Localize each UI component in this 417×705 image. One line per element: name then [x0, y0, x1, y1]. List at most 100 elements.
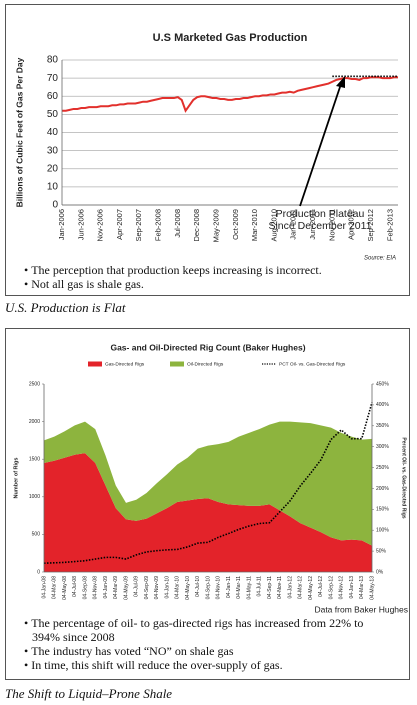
y-tick-label: 1500 [29, 457, 40, 463]
x-tick-label: Sep-2012 [366, 209, 375, 242]
x-tick-label: Aug-2010 [269, 209, 278, 242]
legend-label: Gas-Directed Rigs [105, 361, 145, 367]
y-tick-label: 0 [37, 569, 40, 575]
x-tick-label: 04-Nov-12 [339, 576, 345, 600]
x-tick-label: May-2009 [211, 209, 220, 242]
x-tick-label: 04-Nov-08 [93, 576, 99, 600]
y2-axis-title: Percent Oil- vs. Gas-Directed Rigs [401, 437, 407, 518]
y-tick-label: 80 [47, 55, 59, 66]
annotation: Since December 2011 [268, 220, 371, 232]
x-tick-label: 04-Jan-13 [349, 576, 355, 599]
y2-tick-label: 250% [376, 465, 389, 471]
y-tick-label: 60 [47, 91, 59, 102]
y2-tick-label: 300% [376, 444, 389, 450]
caption: U.S. Production is Flat [5, 300, 126, 315]
x-tick-label: 04-Sep-10 [205, 576, 211, 600]
y-tick-label: 70 [47, 73, 59, 84]
x-tick-label: 04-Mar-10 [175, 576, 181, 599]
x-tick-label: 04-Mar-09 [113, 576, 119, 599]
arrow-head [336, 76, 345, 88]
y-axis-title: Billions of Cubic Feet of Gas Per Day [14, 57, 24, 207]
note: Data from Baker Hughes [314, 604, 408, 614]
bullet-list: The perception that production keeps inc… [22, 263, 402, 291]
x-tick-label: 04-Jul-08 [72, 576, 78, 597]
bullet-list: The percentage of oil- to gas-directed r… [22, 616, 382, 672]
figure-frame [5, 4, 410, 296]
x-tick-label: Jan-2011 [289, 209, 298, 240]
x-tick-label: 04-Jan-10 [164, 576, 170, 599]
x-tick-label: Jun-2006 [76, 209, 85, 240]
x-tick-label: 04-May-12 [308, 576, 314, 600]
y2-tick-label: 100% [376, 528, 389, 534]
x-tick-label: Sep-2007 [134, 209, 143, 242]
x-tick-label: Apr-2007 [115, 209, 124, 240]
x-tick-label: 04-Mar-11 [236, 576, 242, 599]
annotation: Production Plateau [276, 208, 365, 220]
x-tick-label: 04-Jan-11 [226, 576, 232, 598]
bullet: The industry has voted “NO” on shale gas [22, 644, 382, 658]
y2-tick-label: 350% [376, 423, 389, 429]
y2-tick-label: 150% [376, 507, 389, 513]
y-tick-label: 500 [32, 532, 41, 538]
y-tick-label: 2000 [29, 419, 40, 425]
y2-tick-label: 450% [376, 381, 389, 387]
figure-frame [5, 328, 410, 680]
y2-tick-label: 0% [376, 569, 384, 575]
x-tick-label: 04-Jul-11 [257, 576, 263, 597]
x-tick-label: 04-Nov-11 [277, 576, 283, 599]
stacked-area [44, 421, 372, 546]
x-tick-label: 04-Jan-08 [41, 576, 47, 599]
x-tick-label: 04-Jul-10 [195, 576, 201, 597]
x-tick-label: 04-Jan-12 [287, 576, 293, 599]
y-tick-label: 0 [52, 200, 58, 211]
x-tick-label: 04-May-13 [369, 576, 375, 600]
stacked-area [44, 453, 372, 572]
x-tick-label: 04-Mar-12 [298, 576, 304, 599]
bullet: Not all gas is shale gas. [22, 277, 402, 291]
y2-tick-label: 50% [376, 548, 387, 554]
y-tick-label: 40 [47, 127, 59, 138]
x-tick-label: 04-Mar-08 [52, 576, 58, 599]
x-tick-label: 04-Sep-09 [144, 576, 150, 600]
x-tick-label: 04-May-08 [62, 576, 68, 600]
x-tick-label: Nov-2011 [327, 209, 336, 241]
x-tick-label: Jun-2011 [308, 209, 317, 240]
x-tick-label: 04-Jan-09 [103, 576, 109, 599]
legend-swatch [170, 361, 184, 367]
x-tick-label: 04-Jul-12 [318, 576, 324, 597]
y-tick-label: 1000 [29, 494, 40, 500]
bullet: The percentage of oil- to gas-directed r… [22, 616, 382, 644]
x-tick-label: Feb-2013 [385, 209, 394, 241]
legend-label: Oil-Directed Rigs [187, 361, 224, 367]
data-line [43, 402, 373, 565]
x-tick-label: 04-Nov-10 [216, 576, 222, 600]
y-axis-title: Number of Rigs [13, 458, 19, 499]
x-tick-label: 04-Mar-13 [359, 576, 365, 599]
caption: The Shift to Liquid–Prone Shale [5, 686, 173, 701]
bullet: The perception that production keeps inc… [22, 263, 402, 277]
legend-label: PCT Oil- vs. Gas-Directed Rigs [279, 361, 346, 367]
x-tick-label: 04-May-09 [123, 576, 129, 600]
x-tick-label: Feb-2008 [154, 209, 163, 241]
x-tick-label: 04-May-10 [185, 576, 191, 600]
x-tick-label: Jan-2006 [57, 209, 66, 240]
x-tick-label: 04-Nov-09 [154, 576, 160, 600]
chart-title: U.S Marketed Gas Production [153, 32, 308, 44]
x-tick-label: 04-Sep-11 [267, 576, 273, 599]
x-tick-label: Oct-2009 [231, 209, 240, 240]
legend-swatch [88, 361, 102, 367]
x-tick-label: 04-May-11 [246, 576, 252, 600]
y-tick-label: 50 [47, 109, 59, 120]
y-tick-label: 20 [47, 163, 59, 174]
x-tick-label: Dec-2008 [192, 209, 201, 242]
y-tick-label: 10 [47, 182, 59, 193]
x-tick-label: Mar-2010 [250, 209, 259, 241]
x-tick-label: 04-Jul-09 [134, 576, 140, 597]
bullet: In time, this shift will reduce the over… [22, 658, 382, 672]
y2-tick-label: 200% [376, 486, 389, 492]
x-tick-label: 04-Sep-08 [82, 576, 88, 600]
y-tick-label: 2500 [29, 381, 40, 387]
chart-title: Gas- and Oil-Directed Rig Count (Baker H… [110, 342, 305, 352]
